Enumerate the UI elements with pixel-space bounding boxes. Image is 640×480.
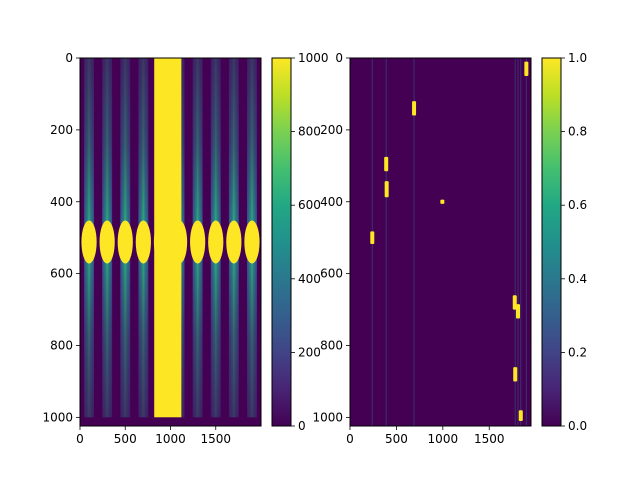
right-axes-frame — [349, 57, 532, 427]
x-tick-label: 0 — [346, 432, 354, 446]
x-tick-label: 500 — [114, 432, 137, 446]
left-ellipse — [226, 220, 242, 264]
colorbar-tick-label: 0.2 — [568, 345, 587, 359]
left-ellipse — [190, 220, 206, 264]
colorbar-tick-label: 600 — [298, 198, 321, 212]
y-tick-label: 400 — [50, 195, 73, 209]
right-bright-spot — [370, 231, 375, 244]
right-heatmap — [350, 58, 531, 426]
colorbar-tick-label: 0 — [298, 419, 306, 433]
y-tick-label: 0 — [65, 51, 73, 65]
x-tick-label: 1500 — [474, 432, 505, 446]
colorbar-tick-label: 1000 — [298, 51, 329, 65]
right-bright-spot — [516, 304, 521, 319]
x-tick-label: 1000 — [155, 432, 186, 446]
colorbar-tick-label: 1.0 — [568, 51, 587, 65]
left-ellipse — [135, 220, 151, 264]
right-x-axis: 0 500 1000 1500 — [346, 426, 505, 446]
right-y-axis: 0 200 400 600 800 1000 — [312, 51, 350, 424]
right-bright-spot — [518, 410, 523, 421]
left-colorbar — [271, 57, 292, 427]
left-ellipse — [99, 220, 115, 264]
right-colorbar-ticks: 0.0 0.2 0.4 0.6 0.8 1.0 — [561, 51, 587, 433]
right-bright-spot — [384, 181, 389, 198]
left-ellipse — [117, 220, 133, 264]
left-ellipse — [208, 220, 224, 264]
y-tick-label: 0 — [335, 51, 343, 65]
y-tick-label: 200 — [320, 123, 343, 137]
y-tick-label: 1000 — [42, 410, 73, 424]
y-tick-label: 1000 — [312, 410, 343, 424]
colorbar-tick-label: 0.8 — [568, 125, 587, 139]
x-tick-label: 500 — [385, 432, 408, 446]
x-tick-label: 1000 — [428, 432, 459, 446]
left-heatmap — [80, 58, 261, 426]
y-tick-label: 600 — [50, 267, 73, 281]
x-tick-label: 0 — [76, 432, 84, 446]
right-bright-spot — [384, 156, 389, 172]
left-x-axis: 0 500 1000 1500 — [76, 426, 231, 446]
right-heatmap-bright-spots — [370, 61, 529, 421]
right-heatmap-background — [350, 58, 531, 426]
y-tick-label: 200 — [50, 123, 73, 137]
left-heatmap-bottom-band — [80, 417, 261, 426]
colorbar-tick-label: 400 — [298, 272, 321, 286]
colorbar-tick-label: 200 — [298, 345, 321, 359]
colorbar-tick-label: 0.0 — [568, 419, 587, 433]
colorbar-tick-label: 800 — [298, 125, 321, 139]
colorbar-tick-label: 0.6 — [568, 198, 587, 212]
y-tick-label: 800 — [50, 339, 73, 353]
right-bright-spot — [512, 295, 517, 310]
left-heatmap-bright-band — [154, 58, 182, 418]
right-bright-spot — [440, 199, 445, 204]
colorbar-tick-label: 0.4 — [568, 272, 587, 286]
right-bright-spot — [513, 367, 518, 382]
left-ellipse — [81, 220, 97, 264]
y-tick-label: 600 — [320, 267, 343, 281]
y-tick-label: 400 — [320, 195, 343, 209]
left-ellipse — [244, 220, 260, 264]
y-tick-label: 800 — [320, 339, 343, 353]
right-bright-spot — [524, 61, 529, 76]
left-y-axis: 0 200 400 600 800 1000 — [42, 51, 80, 424]
left-colorbar-ticks: 0 200 400 600 800 1000 — [291, 51, 329, 433]
right-bright-spot — [412, 101, 417, 116]
x-tick-label: 1500 — [200, 432, 231, 446]
right-colorbar — [541, 57, 562, 427]
